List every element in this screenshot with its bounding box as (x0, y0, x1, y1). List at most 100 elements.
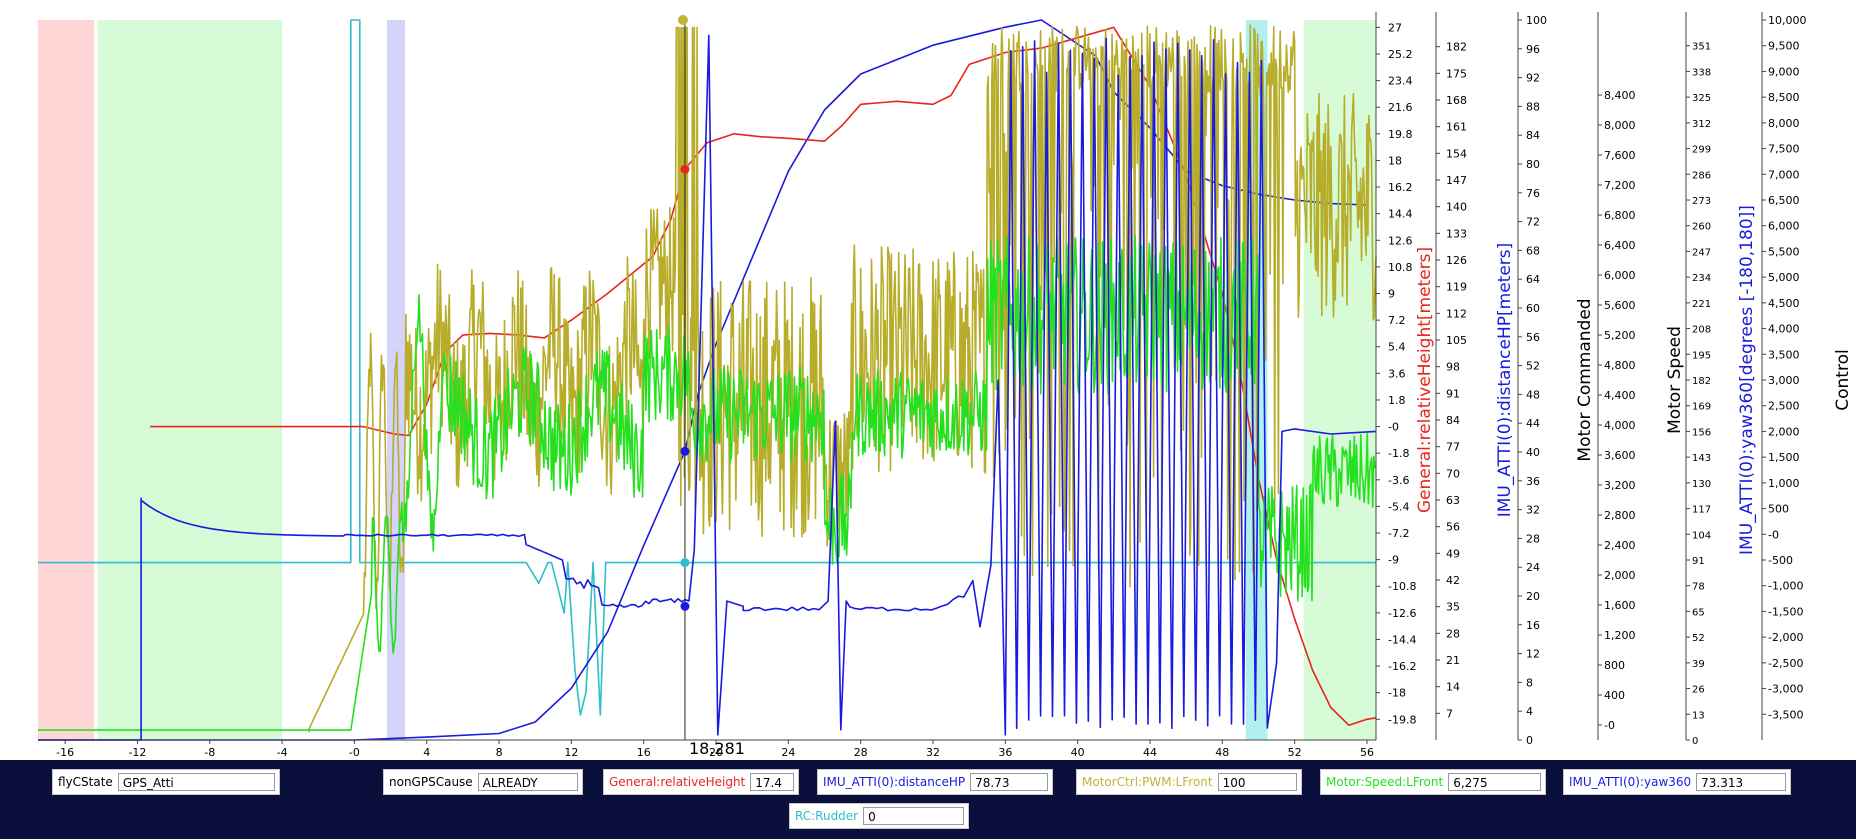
field-value[interactable]: 17.4 (750, 773, 794, 791)
y-tick-label: 286 (1692, 170, 1711, 181)
y-tick-label: 56 (1526, 331, 1540, 344)
y-tick-label: 100 (1526, 14, 1547, 27)
x-tick-label: -8 (204, 746, 215, 759)
field-value[interactable]: 78.73 (970, 773, 1048, 791)
y-tick-label: 76 (1526, 187, 1540, 200)
field-relativeheight: General:relativeHeight 17.4 (603, 769, 799, 795)
field-value[interactable]: 6,275 (1448, 773, 1541, 791)
status-bar: flyCState GPS_Atti nonGPSCause ALREADY G… (0, 760, 1856, 839)
y-tick-label: 208 (1692, 325, 1711, 336)
y-tick-label: 42 (1446, 574, 1460, 587)
field-yaw360: IMU_ATTI(0):yaw360 73.313 (1563, 769, 1791, 795)
field-value[interactable]: ALREADY (477, 773, 578, 791)
y-tick-label: -16.2 (1388, 660, 1416, 673)
y-tick-label: -5.4 (1388, 500, 1409, 513)
y-tick-label: 14 (1446, 681, 1460, 694)
y-tick-label: 23.4 (1388, 75, 1413, 88)
y-tick-label: -18 (1388, 687, 1406, 700)
y-axes: 27 25.2 23.4 21.6 19.8 18 16.2 14.4 12.6 10.8 9 7.2… (1375, 12, 1853, 747)
y-tick-label: 1,000 (1768, 477, 1800, 490)
y-tick-label: -3,500 (1768, 708, 1803, 721)
field-label: flyCState (58, 775, 113, 789)
y-tick-label: 26 (1692, 685, 1705, 696)
field-value[interactable]: GPS_Atti (117, 773, 275, 791)
y-tick-label: 168 (1446, 94, 1467, 107)
y-tick-label: -9 (1388, 554, 1399, 567)
y-tick-label: 65 (1692, 607, 1705, 618)
y-tick-label: 175 (1446, 67, 1467, 80)
y-tick-label: 7,500 (1768, 143, 1800, 156)
y-tick-label: 19.8 (1388, 128, 1413, 141)
y-tick-label: 88 (1526, 100, 1540, 113)
y-tick-label: 91 (1446, 387, 1460, 400)
x-tick-label: -16 (56, 746, 74, 759)
y-tick-label: 2,500 (1768, 400, 1800, 413)
field-label: IMU_ATTI(0):yaw360 (1569, 775, 1692, 789)
y-tick-label: 3.6 (1388, 367, 1406, 380)
y-tick-label: 21 (1446, 654, 1460, 667)
y-tick-label: 21.6 (1388, 101, 1413, 114)
x-tick-label: 28 (854, 746, 868, 759)
y-tick-label: 182 (1692, 376, 1711, 387)
y-tick-label: 7,200 (1604, 179, 1636, 192)
y-tick-label: 9,500 (1768, 40, 1800, 53)
field-value[interactable]: 73.313 (1696, 773, 1786, 791)
y-tick-label: 68 (1526, 244, 1540, 257)
y-tick-label: 91 (1692, 556, 1705, 567)
x-tick-label: 36 (998, 746, 1012, 759)
y-tick-label: 3,000 (1768, 374, 1800, 387)
y-tick-label: 119 (1446, 281, 1467, 294)
field-label: General:relativeHeight (609, 775, 746, 789)
x-tick-label: -4 (277, 746, 288, 759)
y-tick-label: 140 (1446, 201, 1467, 214)
y-tick-label: 9 (1388, 288, 1395, 301)
y-tick-label: 28 (1446, 627, 1460, 640)
y-tick-label: -2,500 (1768, 657, 1803, 670)
y-tick-label: 133 (1446, 227, 1467, 240)
y-tick-label: 800 (1604, 659, 1625, 672)
y-tick-label: 39 (1692, 659, 1705, 670)
y-tick-label: 312 (1692, 119, 1711, 130)
y-tick-label: 6,500 (1768, 194, 1800, 207)
field-speed-lfront: Motor:Speed:LFront 6,275 (1320, 769, 1546, 795)
y-tick-label: 8,500 (1768, 91, 1800, 104)
field-rc-rudder: RC:Rudder 0 (789, 803, 969, 829)
y-tick-label: 7 (1446, 707, 1453, 720)
y-tick-label: 5,200 (1604, 329, 1636, 342)
y-tick-label: 105 (1446, 334, 1467, 347)
y-tick-label: 10.8 (1388, 261, 1413, 274)
y-tick-label: 2,400 (1604, 539, 1636, 552)
y-tick-label: 5,600 (1604, 299, 1636, 312)
y-tick-label: -2,000 (1768, 631, 1803, 644)
y-tick-label: 3,500 (1768, 348, 1800, 361)
y-tick-label: 338 (1692, 67, 1711, 78)
y-tick-label: 0 (1526, 734, 1533, 747)
y-axis-title-dist: IMU_ATTI(0):distanceHP[meters] (1495, 243, 1515, 518)
y-tick-label: 70 (1446, 467, 1460, 480)
y-tick-label: -1,500 (1768, 605, 1803, 618)
y-tick-label: 7,000 (1768, 168, 1800, 181)
y-tick-label: 16 (1526, 619, 1540, 632)
y-tick-label: 4,000 (1768, 323, 1800, 336)
flight-log-chart[interactable]: -16 -12 -8 -4 -0 4 8 12 16 20 24 28 32 36 40 44 48 52 5618… (0, 0, 1856, 760)
x-tick-label: 40 (1071, 746, 1085, 759)
y-tick-label: 6,800 (1604, 209, 1636, 222)
y-tick-label: 6,400 (1604, 239, 1636, 252)
band-0 (38, 20, 95, 740)
field-value[interactable]: 100 (1217, 773, 1297, 791)
field-value[interactable]: 0 (863, 807, 964, 825)
y-tick-label: 2,800 (1604, 509, 1636, 522)
y-tick-label: 4,000 (1604, 419, 1636, 432)
y-tick-label: 9,000 (1768, 65, 1800, 78)
y-tick-label: 52 (1526, 360, 1540, 373)
y-tick-label: 78 (1692, 582, 1705, 593)
y-tick-label: 20 (1526, 590, 1540, 603)
y-tick-label: 18 (1388, 154, 1402, 167)
x-axis: -16 -12 -8 -4 -0 4 8 12 16 20 24 28 32 36 40 44 48 52 5618… (38, 739, 1376, 759)
y-axis-title-yaw: IMU_ATTI(0):yaw360[degrees [-180,180]] (1737, 205, 1757, 555)
x-tick-label: 4 (423, 746, 430, 759)
x-tick-label: 12 (564, 746, 578, 759)
field-flycstate: flyCState GPS_Atti (52, 769, 280, 795)
x-tick-label: 24 (781, 746, 795, 759)
y-tick-label: 325 (1692, 93, 1711, 104)
